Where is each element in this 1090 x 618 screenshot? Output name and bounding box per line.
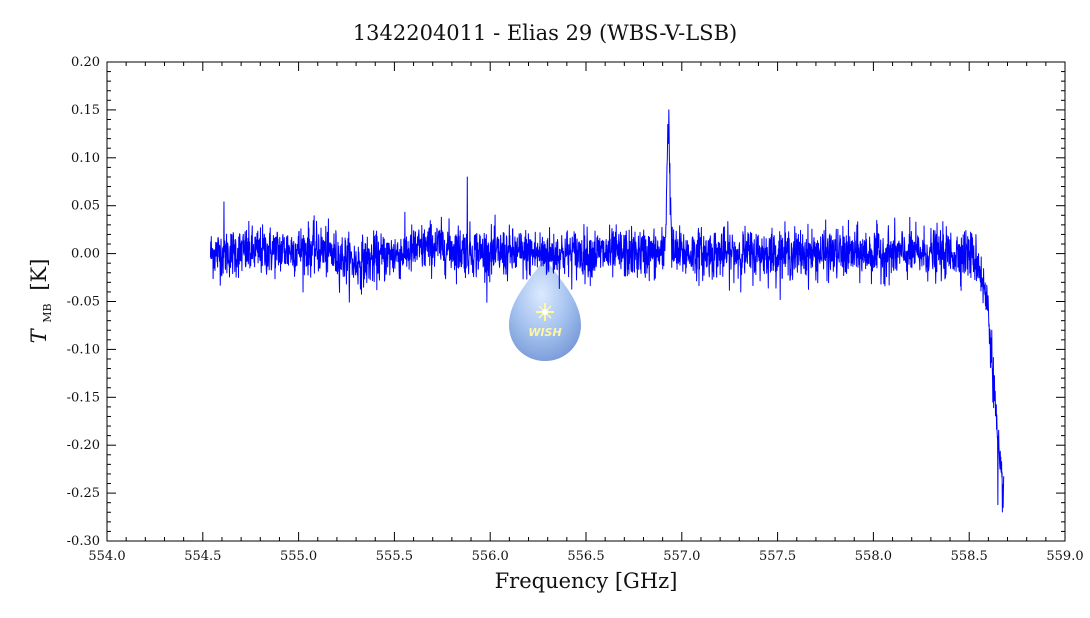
y-tick-label: -0.10 (67, 342, 100, 357)
y-tick-label: -0.15 (67, 390, 100, 405)
plot-area-frame (106, 61, 1066, 542)
y-tick-label: 0.10 (71, 151, 100, 166)
x-axis-label: Frequency [GHz] (495, 569, 678, 593)
y-tick-label: 0.20 (71, 55, 100, 70)
y-axis-symbol: T (27, 327, 51, 343)
y-tick-label: -0.05 (67, 295, 100, 310)
y-tick-label: 0.00 (71, 247, 100, 262)
wish-logo-text: WISH (528, 326, 561, 339)
x-tick-labels: 554.0 554.5 555.0 555.5 556.0 556.5 557.0 557.5… (88, 549, 1083, 564)
y-axis-subscript: MB (41, 303, 54, 322)
y-tick-labels: 0.20 0.15 0.10 0.05 0.00 -0.05 -0.10 -0.15 -0.20… (67, 55, 100, 549)
x-tick-label: 554.5 (184, 549, 221, 564)
y-tick-label: 0.15 (71, 103, 100, 118)
wish-logo: WISH (509, 258, 581, 361)
chart-title: 1342204011 - Elias 29 (WBS-V-LSB) (353, 21, 737, 45)
y-axis-unit: [K] (27, 259, 51, 291)
spectrum-line (209, 109, 1005, 513)
x-tick-label: 555.5 (376, 549, 413, 564)
x-tick-label: 556.0 (472, 549, 509, 564)
x-tick-label: 554.0 (88, 549, 125, 564)
y-axis-label: T MB [K] (27, 259, 56, 344)
y-tick-label: -0.25 (67, 486, 100, 501)
x-tick-label: 556.5 (567, 549, 604, 564)
x-tick-label: 555.0 (280, 549, 317, 564)
y-tick-label: 0.05 (71, 199, 100, 214)
y-tick-label: -0.20 (67, 438, 100, 453)
x-tick-label: 557.0 (663, 549, 700, 564)
y-tick-label: -0.30 (67, 534, 100, 549)
x-tick-label: 559.0 (1046, 549, 1083, 564)
x-tick-label: 558.0 (855, 549, 892, 564)
star-icon (536, 303, 554, 321)
x-tick-label: 557.5 (759, 549, 796, 564)
axis-ticks (106, 61, 1066, 542)
x-tick-label: 558.5 (951, 549, 988, 564)
